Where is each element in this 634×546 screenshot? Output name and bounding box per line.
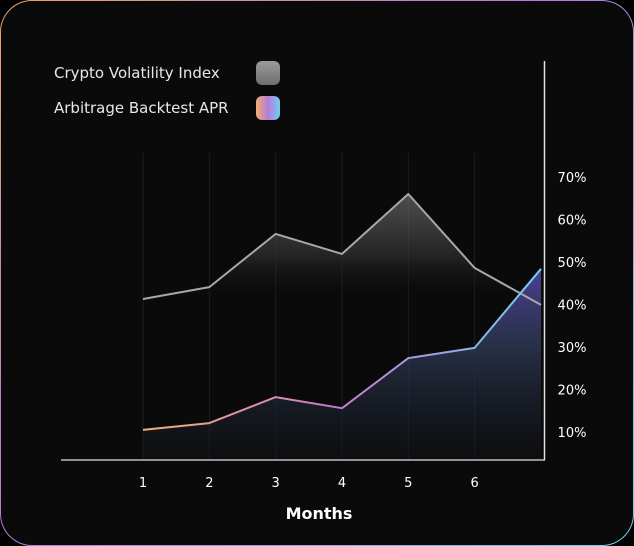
y-tick-label: 40%: [558, 299, 587, 314]
y-tick-label: 70%: [558, 171, 587, 186]
x-tick-label: 4: [338, 476, 346, 491]
legend-label: Arbitrage Backtest APR: [54, 99, 229, 117]
apr-line: [142, 268, 542, 431]
legend-swatch: [256, 61, 280, 85]
x-tick-label: 2: [205, 476, 213, 491]
y-tick-label: 60%: [558, 214, 587, 229]
legend-label: Crypto Volatility Index: [54, 64, 220, 82]
legend-item-volatility[interactable]: Crypto Volatility Index: [54, 61, 280, 85]
x-tick-label: 3: [272, 476, 280, 491]
legend-swatch: [256, 96, 280, 120]
y-tick-label: 30%: [558, 341, 587, 356]
x-axis-title: Months: [286, 504, 353, 523]
x-tick-label: 6: [471, 476, 479, 491]
y-tick-label: 10%: [558, 426, 587, 441]
legend: Crypto Volatility Index Arbitrage Backte…: [54, 61, 280, 131]
legend-item-apr[interactable]: Arbitrage Backtest APR: [54, 96, 280, 120]
x-tick-label: 1: [139, 476, 147, 491]
y-tick-label: 50%: [558, 256, 587, 271]
volatility-line: [142, 193, 542, 306]
apr-area: [143, 268, 541, 460]
x-tick-label: 5: [404, 476, 412, 491]
y-tick-label: 20%: [558, 384, 587, 399]
